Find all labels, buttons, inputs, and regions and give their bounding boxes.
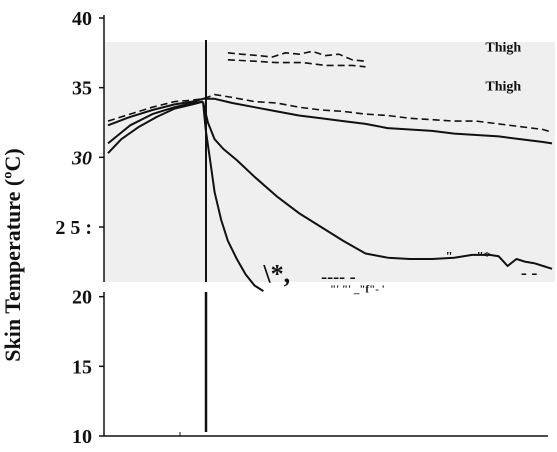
series-line-5	[107, 100, 204, 145]
series-line-8	[202, 101, 264, 292]
y-tick-label: 35	[72, 78, 92, 100]
scan-artifact: "' "' _"f"- '	[330, 283, 385, 295]
y-tick-label: 30	[71, 147, 92, 169]
series-line-3	[107, 93, 553, 134]
series-line-6	[107, 100, 204, 154]
series-line-2	[227, 59, 366, 68]
y-tick-group: 40 35 30 2 5 : 20 15 10	[55, 8, 104, 448]
y-axis-label: Skin Temperature (ºC)	[0, 148, 25, 361]
series-annotation: Thigh	[485, 79, 521, 94]
y-tick-label: 20	[72, 287, 92, 309]
y-tick-label: 15	[72, 356, 92, 378]
series-lines	[107, 50, 553, 292]
scan-artifact: \*,	[262, 260, 290, 289]
series-annotations: Thigh Thigh	[485, 40, 521, 94]
series-line-4	[107, 97, 553, 145]
series-line-7	[202, 101, 553, 270]
y-tick-label: 40	[72, 8, 92, 30]
series-line-1	[227, 50, 366, 62]
y-tick-label: 10	[72, 426, 92, 448]
scan-artifact: - -	[521, 263, 538, 283]
scan-artifact: ---- -	[321, 267, 355, 287]
series-annotation: Thigh	[485, 40, 521, 55]
scan-artifact: "	[445, 248, 452, 263]
scan-artifact-marks: \*, ---- - "* "' "' _"f"- ' - - "	[262, 248, 537, 295]
shaded-plot-region	[104, 42, 555, 282]
y-tick-label: 2 5 :	[55, 217, 92, 239]
scan-artifact: "*	[477, 248, 491, 263]
